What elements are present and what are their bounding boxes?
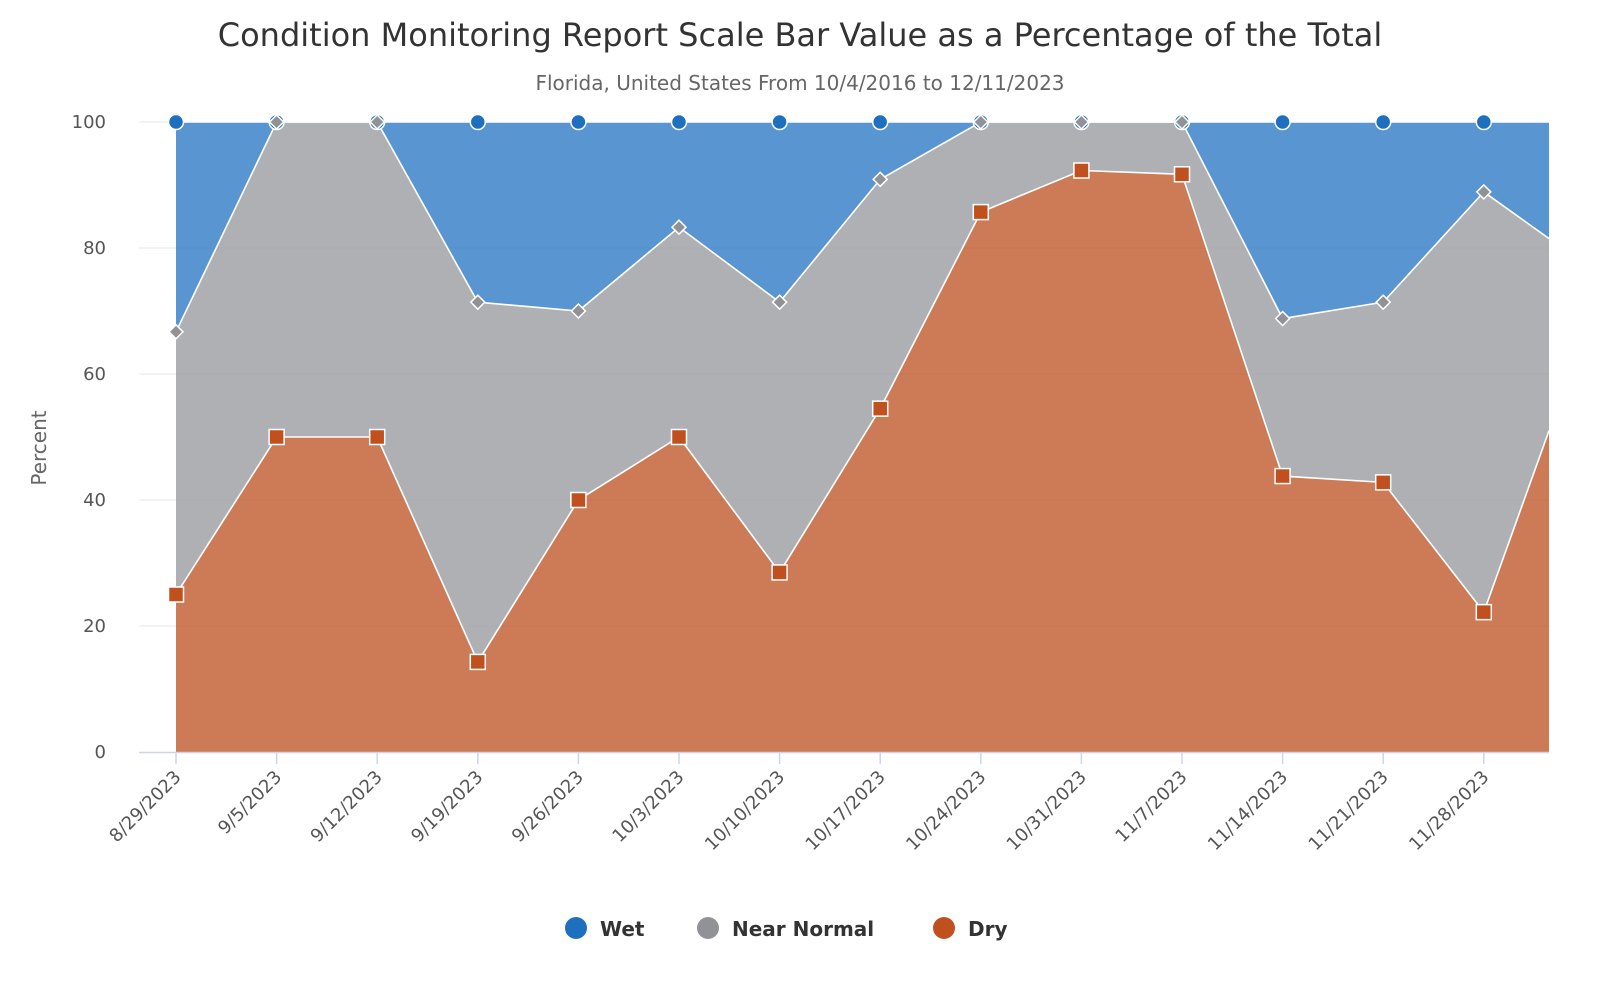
x-tick-label: 10/3/2023: [608, 767, 688, 847]
marker-dry[interactable]: [1073, 162, 1090, 179]
marker-near-normal[interactable]: [1274, 310, 1291, 327]
x-tick-label: 11/14/2023: [1204, 767, 1292, 855]
marker-near-normal[interactable]: [1475, 183, 1492, 200]
marker-dry[interactable]: [771, 564, 788, 581]
marker-dry[interactable]: [871, 400, 889, 417]
y-tick-label: 0: [95, 742, 106, 763]
legend-item[interactable]: Dry: [933, 917, 1008, 941]
marker-dry[interactable]: [1173, 166, 1191, 183]
marker-near-normal[interactable]: [570, 302, 587, 320]
marker-wet[interactable]: [469, 113, 487, 131]
legend-item[interactable]: Near Normal: [697, 917, 874, 941]
y-axis: 0 20 40 60 80 100: [72, 112, 106, 763]
marker-dry[interactable]: [570, 491, 587, 509]
marker-near-normal[interactable]: [1173, 113, 1191, 131]
x-tick-label: 9/19/2023: [407, 767, 487, 847]
chart-title: Condition Monitoring Report Scale Bar Va…: [218, 16, 1382, 54]
y-axis-title: Percent: [27, 410, 51, 485]
marker-dry[interactable]: [368, 428, 386, 446]
marker-wet[interactable]: [871, 113, 889, 131]
marker-near-normal[interactable]: [972, 113, 989, 131]
legend-symbol: [565, 917, 587, 939]
marker-near-normal[interactable]: [469, 294, 486, 311]
x-tick-label: 9/5/2023: [214, 767, 286, 839]
y-tick-label: 100: [72, 112, 106, 133]
legend: Wet Near Normal Dry: [565, 917, 1008, 941]
marker-dry[interactable]: [670, 428, 688, 446]
area-dry: [176, 170, 1549, 752]
x-tick-label: 11/7/2023: [1111, 767, 1191, 847]
marker-layer: [167, 113, 1493, 671]
x-axis: [139, 751, 1549, 764]
x-axis-labels: 8/29/2023 9/5/2023 9/12/2023 9/19/2023 9/26/…: [105, 767, 1493, 855]
y-tick-label: 20: [83, 616, 106, 637]
marker-near-normal[interactable]: [1375, 294, 1392, 311]
area-near-normal: [176, 122, 1549, 662]
legend-symbol: [697, 917, 719, 939]
marker-near-normal[interactable]: [1073, 113, 1090, 131]
y-tick-label: 80: [83, 238, 106, 259]
marker-wet[interactable]: [1475, 113, 1493, 131]
x-tick-label: 10/31/2023: [1003, 767, 1091, 855]
marker-near-normal[interactable]: [268, 113, 285, 131]
marker-wet[interactable]: [1274, 113, 1291, 131]
marker-near-normal[interactable]: [872, 171, 889, 188]
y-tick-label: 60: [83, 364, 106, 385]
legend-label: Dry: [968, 917, 1008, 941]
marker-wet[interactable]: [771, 113, 788, 131]
marker-dry[interactable]: [469, 653, 487, 671]
y-tick-label: 40: [83, 490, 106, 511]
x-tick-label: 11/21/2023: [1305, 767, 1393, 855]
marker-wet[interactable]: [167, 113, 185, 131]
area-wet: [176, 122, 1549, 332]
legend-label: Near Normal: [732, 917, 874, 941]
x-tick-label: 9/12/2023: [307, 767, 387, 847]
marker-near-normal[interactable]: [771, 294, 788, 311]
legend-label: Wet: [600, 917, 645, 941]
marker-dry[interactable]: [167, 586, 185, 603]
area-layer: [176, 122, 1549, 752]
x-tick-label: 9/26/2023: [508, 767, 588, 847]
x-tick-label: 8/29/2023: [105, 767, 185, 847]
marker-near-normal[interactable]: [167, 323, 185, 340]
marker-wet[interactable]: [670, 113, 688, 131]
marker-wet[interactable]: [570, 113, 587, 131]
marker-dry[interactable]: [972, 203, 990, 221]
x-tick-label: 11/28/2023: [1405, 767, 1493, 855]
marker-dry[interactable]: [1374, 474, 1392, 491]
marker-dry[interactable]: [1475, 603, 1493, 621]
legend-symbol: [933, 917, 955, 939]
marker-wet[interactable]: [1374, 113, 1392, 131]
x-tick-label: 10/24/2023: [902, 767, 990, 855]
marker-near-normal[interactable]: [670, 219, 688, 236]
marker-dry[interactable]: [268, 428, 285, 446]
chart-subtitle: Florida, United States From 10/4/2016 to…: [535, 71, 1064, 95]
x-tick-label: 10/10/2023: [701, 767, 789, 855]
x-tick-label: 10/17/2023: [802, 767, 890, 855]
legend-item[interactable]: Wet: [565, 917, 645, 941]
marker-near-normal[interactable]: [369, 113, 386, 131]
marker-dry[interactable]: [1274, 467, 1291, 485]
